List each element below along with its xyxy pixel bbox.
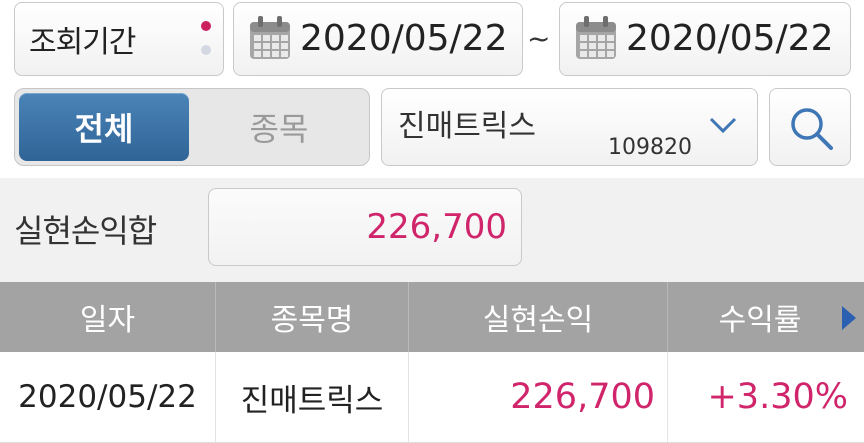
date-to-field[interactable]: 2020/05/22	[559, 2, 851, 76]
search-button[interactable]	[769, 88, 851, 166]
calendar-icon	[576, 16, 616, 59]
table-row[interactable]: 2020/05/22 진매트릭스 226,700 +3.30%	[0, 352, 864, 443]
realized-pl-summary: 실현손익합 226,700	[0, 178, 864, 282]
column-header-return-rate: 수익률	[668, 282, 864, 352]
column-header-realized-pl: 실현손익	[409, 282, 668, 352]
tab-all[interactable]: 전체	[19, 93, 189, 161]
date-from-value: 2020/05/22	[300, 18, 508, 59]
tab-stock[interactable]: 종목	[249, 110, 309, 148]
period-indicator-active-dot	[201, 21, 211, 31]
row-return-rate: +3.30%	[707, 377, 848, 417]
realized-pl-sum-box: 226,700	[208, 188, 522, 266]
column-header-stock-name: 종목명	[216, 282, 409, 352]
row-stock-name: 진매트릭스	[216, 352, 409, 442]
return-rate-header-label: 수익률	[718, 303, 802, 338]
date-range-separator: ~	[527, 22, 551, 55]
row-date: 2020/05/22	[0, 352, 216, 442]
period-label: 조회기간	[29, 25, 136, 60]
date-from-field[interactable]: 2020/05/22	[233, 2, 523, 76]
column-header-date: 일자	[0, 282, 216, 352]
stock-code: 109820	[608, 135, 692, 160]
calendar-icon	[250, 16, 290, 59]
scroll-right-arrow-icon[interactable]	[842, 306, 856, 330]
table-header: 일자 종목명 실현손익 수익률	[0, 282, 864, 352]
row-realized-pl: 226,700	[409, 352, 668, 442]
realized-pl-sum-label: 실현손익합	[14, 212, 157, 250]
period-selector[interactable]: 조회기간	[14, 2, 224, 76]
stock-select[interactable]: 진매트릭스 109820	[381, 88, 758, 166]
search-icon	[791, 108, 833, 150]
date-to-value: 2020/05/22	[626, 18, 834, 59]
period-indicator-inactive-dot	[201, 45, 211, 55]
chevron-down-icon	[709, 117, 737, 134]
mode-segmented-control: 전체 종목	[14, 88, 370, 166]
stock-name: 진매트릭스	[398, 109, 536, 144]
realized-pl-sum-value: 226,700	[366, 207, 507, 247]
